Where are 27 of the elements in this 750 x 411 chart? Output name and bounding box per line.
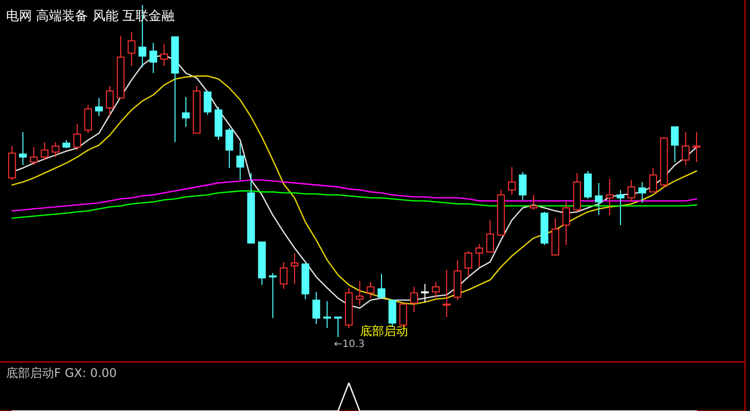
candlestick	[128, 31, 136, 67]
candlestick	[562, 201, 570, 246]
annotation: 底部启动	[360, 324, 408, 338]
candlestick	[312, 291, 320, 325]
candlestick	[356, 280, 364, 306]
candlestick	[410, 286, 418, 313]
candlestick	[594, 182, 603, 216]
candlestick	[421, 283, 429, 303]
candlestick	[106, 86, 114, 116]
candlestick	[323, 300, 332, 329]
candlestick	[682, 132, 690, 166]
chart-title: 底部启动F GX: 0.00	[6, 366, 117, 380]
candlestick	[280, 261, 288, 290]
candlestick	[236, 142, 244, 180]
candlestick	[19, 132, 27, 166]
candlestick	[606, 178, 614, 216]
candlestick	[160, 43, 168, 67]
candlestick	[95, 97, 103, 116]
candlestick	[638, 181, 646, 204]
candlestick	[149, 42, 158, 74]
candlestick	[182, 96, 190, 128]
candlestick	[692, 132, 700, 163]
candlestick	[508, 166, 516, 196]
candlestick	[290, 252, 298, 284]
candlestick	[442, 269, 451, 318]
text: ←10.3	[334, 339, 365, 350]
candlestick	[616, 189, 624, 226]
